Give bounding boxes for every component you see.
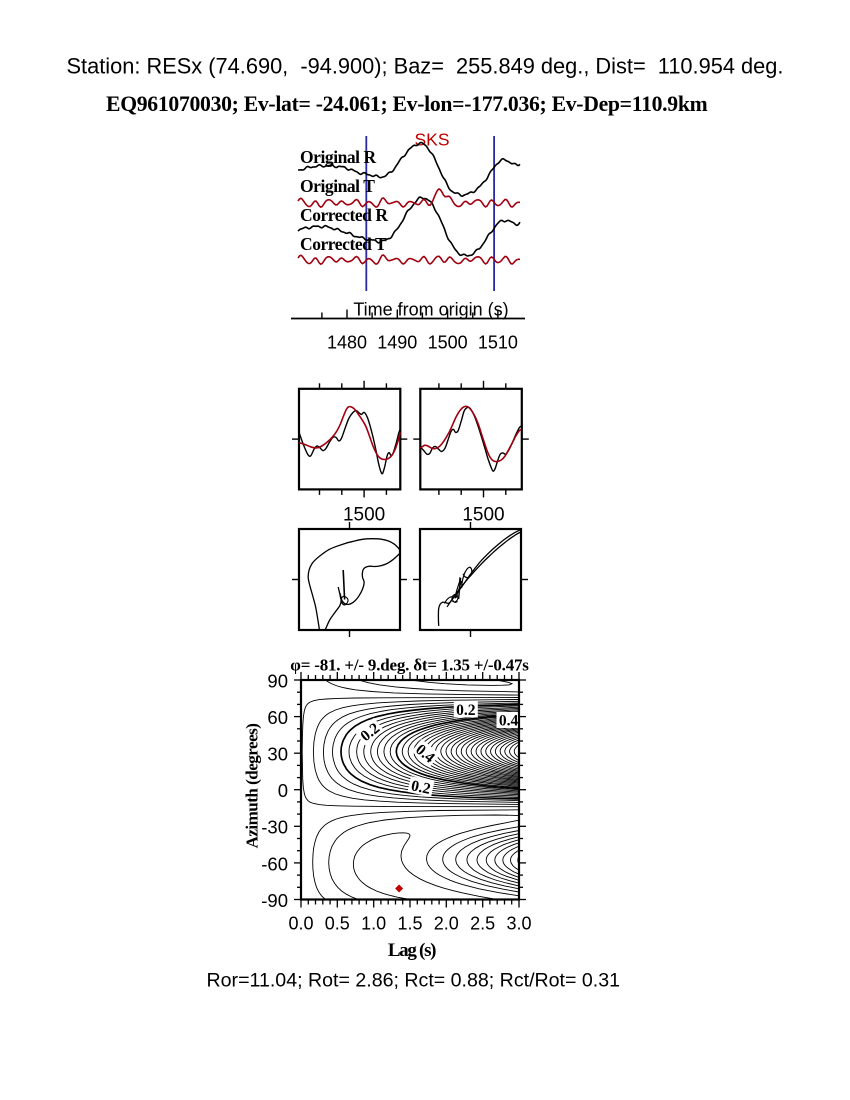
svg-text:0.5: 0.5 [325,913,350,933]
svg-text:Station: RESx (74.690, -94.90: Station: RESx (74.690, -94.900); Baz= 25… [67,54,784,79]
svg-text:0: 0 [278,780,288,801]
svg-text:2.0: 2.0 [434,913,459,933]
svg-text:0.4: 0.4 [499,713,519,730]
svg-text:Corrected T: Corrected T [300,234,387,254]
svg-text:Ror=11.04; Rot= 2.86; Rct= 0.8: Ror=11.04; Rot= 2.86; Rct= 0.88; Rct/Rot… [207,970,621,992]
svg-text:1500: 1500 [462,504,504,525]
svg-text:1480: 1480 [327,333,367,353]
svg-text:SKS: SKS [414,130,449,150]
svg-text:1500: 1500 [343,504,385,525]
svg-text:EQ961070030; Ev-lat= -24.061;: EQ961070030; Ev-lat= -24.061; Ev-lon=-17… [106,92,708,116]
svg-text:Corrected R: Corrected R [300,205,388,225]
svg-text:1510: 1510 [478,333,518,353]
svg-text:Azimuth (degrees): Azimuth (degrees) [243,724,262,849]
svg-text:0.2: 0.2 [410,777,433,798]
svg-text:-60: -60 [261,853,288,874]
svg-text:0.0: 0.0 [288,913,313,933]
svg-text:30: 30 [267,744,288,765]
svg-text:1500: 1500 [428,333,468,353]
svg-text:1.5: 1.5 [397,913,422,933]
svg-text:φ= -81. +/- 9.deg. δt= 1.35 +/: φ= -81. +/- 9.deg. δt= 1.35 +/-0.47s [290,656,529,675]
svg-text:0.2: 0.2 [456,702,476,719]
svg-text:1.0: 1.0 [361,913,386,933]
svg-text:Lag (s): Lag (s) [388,940,436,961]
svg-text:-90: -90 [261,890,288,911]
svg-text:-30: -30 [261,817,288,838]
svg-text:60: 60 [267,707,288,728]
svg-text:Original R: Original R [300,147,377,167]
svg-text:3.0: 3.0 [506,913,531,933]
svg-text:Original T: Original T [300,176,375,196]
svg-text:2.5: 2.5 [470,913,495,933]
svg-text:1490: 1490 [377,333,417,353]
svg-text:90: 90 [267,670,288,691]
svg-text:Time from origin (s): Time from origin (s) [353,300,508,320]
